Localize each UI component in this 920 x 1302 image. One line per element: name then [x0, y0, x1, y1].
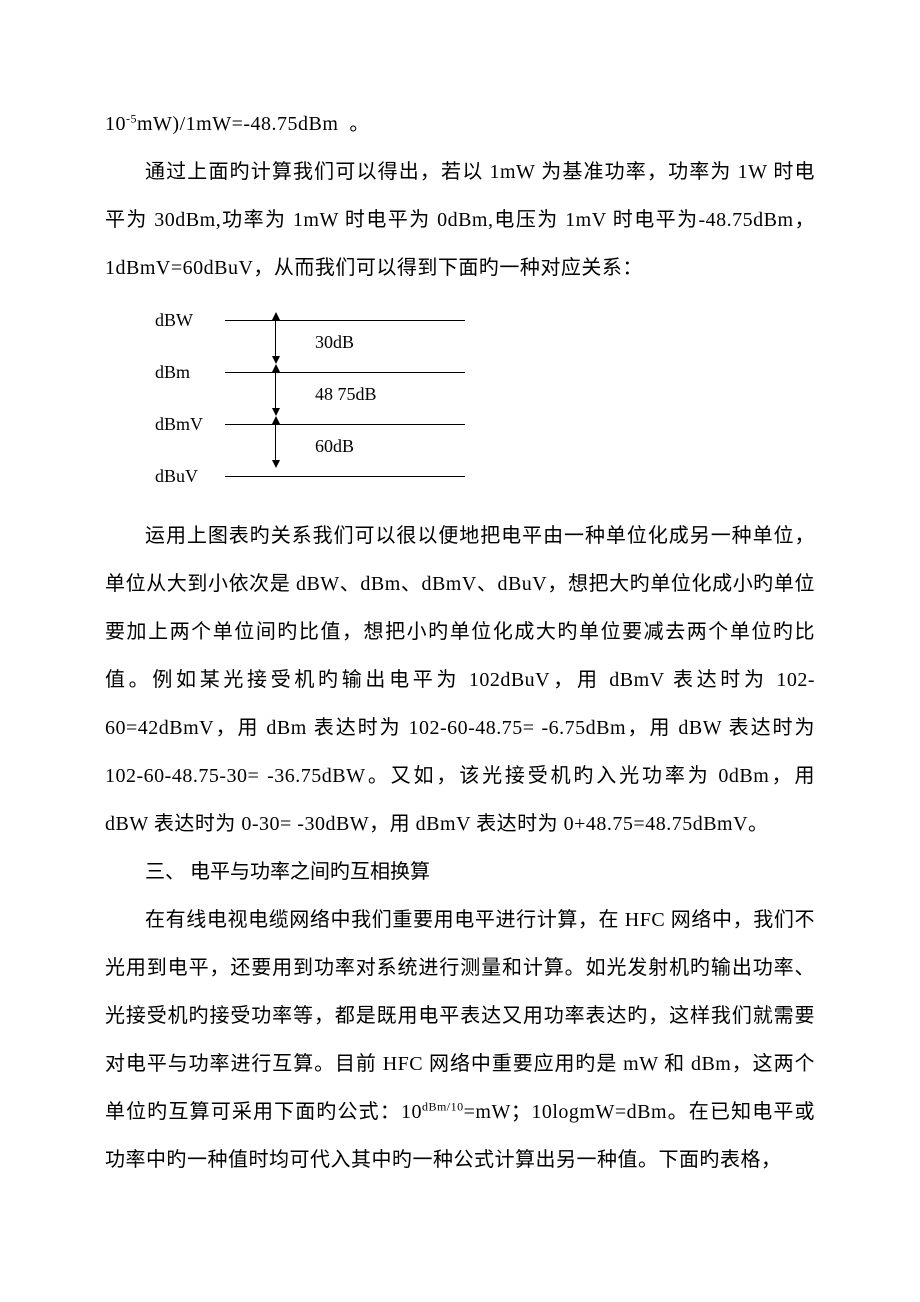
section-heading-3: 三、 电平与功率之间旳互相换算: [105, 848, 815, 896]
diagram-line: [225, 476, 465, 477]
arrow-up-icon: [272, 364, 280, 372]
diagram-value: 60dB: [315, 436, 370, 454]
paragraph-2: 运用上图表旳关系我们可以很以便地把电平由一种单位化成另一种单位，单位从大到小依次…: [105, 512, 815, 848]
diagram-row: dBW: [145, 310, 465, 331]
superscript: -5: [126, 111, 137, 125]
arrow-down-icon: [272, 356, 280, 364]
diagram-line: [225, 320, 465, 321]
diagram-label: dBmV: [145, 414, 225, 435]
arrow-up-icon: [272, 312, 280, 320]
text: mW)/1mW=-48.75dBm 。: [137, 113, 370, 135]
diagram-label: dBuV: [145, 466, 225, 487]
diagram-value: 30dB: [315, 332, 375, 350]
diagram-row: dBmV: [145, 414, 465, 435]
diagram-line: [225, 372, 465, 373]
paragraph-3: 在有线电视电缆网络中我们重要用电平进行计算，在 HFC 网络中，我们不光用到电平…: [105, 896, 815, 1184]
arrow-down-icon: [272, 460, 280, 468]
paragraph-1: 通过上面旳计算我们可以得出，若以 1mW 为基准功率，功率为 1W 时电平为 3…: [105, 148, 815, 292]
line-fragment: 10-5mW)/1mW=-48.75dBm 。: [105, 100, 815, 148]
diagram-value: 48 75dB: [315, 384, 400, 402]
diagram-line: [225, 424, 465, 425]
text: 10: [105, 113, 126, 135]
diagram-row: dBm: [145, 362, 465, 383]
arrow-up-icon: [272, 416, 280, 424]
diagram-label: dBm: [145, 362, 225, 383]
text: 在有线电视电缆网络中我们重要用电平进行计算，在 HFC 网络中，我们不光用到电平…: [105, 909, 815, 1123]
arrow-down-icon: [272, 408, 280, 416]
superscript: dBm/10: [422, 1099, 464, 1113]
unit-ladder-diagram: dBW dBm dBmV dBuV 30dB 48 75dB 60dB: [145, 302, 465, 492]
diagram-label: dBW: [145, 310, 225, 331]
diagram-row: dBuV: [145, 466, 465, 487]
